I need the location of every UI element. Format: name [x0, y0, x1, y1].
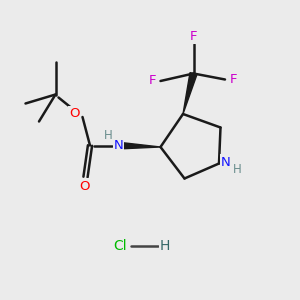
Text: F: F — [190, 29, 197, 43]
Text: H: H — [233, 163, 242, 176]
Polygon shape — [116, 142, 160, 149]
Text: Cl: Cl — [113, 239, 127, 253]
Text: N: N — [221, 155, 230, 169]
Text: H: H — [103, 129, 112, 142]
Text: N: N — [114, 139, 123, 152]
Text: O: O — [69, 107, 79, 120]
Text: H: H — [160, 239, 170, 253]
Polygon shape — [183, 73, 197, 114]
Text: F: F — [148, 74, 156, 88]
Text: F: F — [230, 73, 237, 86]
Text: O: O — [79, 179, 89, 193]
